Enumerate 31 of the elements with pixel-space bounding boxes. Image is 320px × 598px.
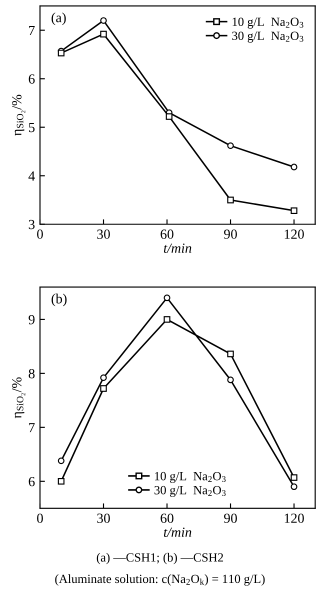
y-tick-label: 4: [28, 171, 35, 181]
legend-label: 30 g/L Na$_{2}$O$_{3}$: [154, 486, 226, 497]
y-tick-label: 6: [28, 74, 35, 84]
y-tick-label: 9: [28, 315, 35, 324]
x-tick-label: 30: [97, 230, 110, 239]
y-tick-label: 7: [29, 423, 35, 432]
x-tick-label: 30: [97, 514, 110, 523]
x-tick-label: 0: [37, 230, 43, 239]
y-tick-label: 7: [29, 26, 35, 36]
y-tick-label: 8: [28, 368, 35, 378]
x-tick-label: 90: [224, 514, 237, 523]
text: (Aluminate solution: c(Na$_{2}$O$_{k}$) = 110 g/L): [55, 574, 265, 586]
x-tick-label: 0: [37, 514, 43, 523]
y-axis-title: η$_{SiO₂}$/%: [12, 377, 26, 418]
legend-label: 10 g/L Na$_{2}$O$_{3}$: [155, 472, 226, 483]
x-tick-label: 120: [284, 230, 304, 239]
text: (a) —CSH1; (b) —CSH2: [96, 552, 224, 564]
legend-label: 30 g/L Na$_{2}$O$_{3}$: [232, 32, 304, 43]
y-tick-label: 3: [28, 220, 35, 230]
y-tick-label: 6: [28, 476, 35, 486]
legend-label: 10 g/L Na$_{2}$O$_{3}$: [232, 18, 304, 29]
annotation: (b): [52, 294, 67, 306]
x-tick-label: 60: [160, 230, 174, 239]
y-axis-title: η$_{SiO₂}$/%: [12, 94, 26, 136]
x-tick-label: 120: [284, 514, 304, 523]
annotation: (a): [52, 12, 66, 26]
x-tick-label: 90: [224, 230, 237, 239]
x-tick-label: 60: [160, 514, 174, 523]
y-tick-label: 5: [29, 122, 35, 132]
x-axis-title: t/min: [164, 528, 192, 537]
x-axis-title: t/min: [164, 244, 192, 253]
